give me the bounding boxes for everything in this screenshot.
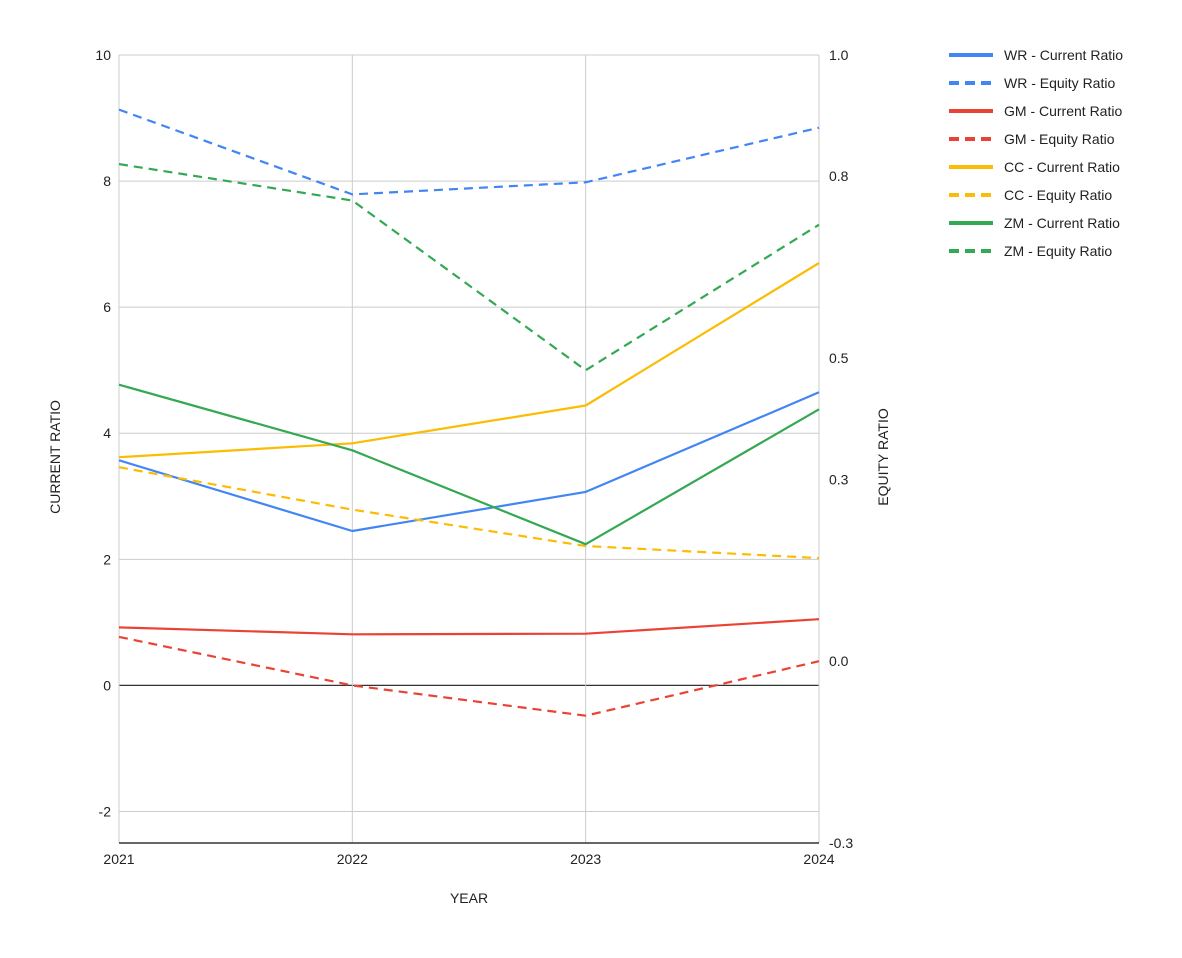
y-right-tick-label: 0.3	[829, 471, 849, 487]
y-left-tick-label: 4	[103, 425, 111, 441]
legend-label-cc-current-ratio: CC - Current Ratio	[1004, 159, 1120, 175]
y-left-tick-label: 10	[95, 47, 111, 63]
x-tick-label: 2022	[337, 851, 368, 867]
series-line-zm-equity-ratio	[118, 163, 820, 372]
legend-label-zm-equity-ratio: ZM - Equity Ratio	[1004, 243, 1112, 259]
y-right-tick-label: 1.0	[829, 47, 849, 63]
series-line-zm-current-ratio	[118, 383, 820, 546]
legend-label-cc-equity-ratio: CC - Equity Ratio	[1004, 187, 1112, 203]
series-lines	[118, 108, 820, 717]
axes: -2 0 2 4 6 8 10 2021 2022 2023 2024-0.3 0.0 0.3 0.5 0.…	[95, 47, 853, 867]
series-line-wr-equity-ratio	[118, 108, 820, 196]
x-axis-title: YEAR	[450, 890, 488, 906]
y-axis-right-title: EQUITY RATIO	[875, 408, 891, 506]
legend-label-gm-equity-ratio: GM - Equity Ratio	[1004, 131, 1115, 147]
legend-label-zm-current-ratio: ZM - Current Ratio	[1004, 215, 1120, 231]
gridlines	[118, 54, 820, 843]
y-left-tick-label: -2	[99, 803, 112, 819]
series-line-cc-current-ratio	[118, 262, 820, 459]
series-line-cc-equity-ratio	[118, 466, 820, 560]
y-left-tick-label: 6	[103, 299, 111, 315]
series-line-gm-current-ratio	[118, 618, 820, 636]
legend-label-wr-current-ratio: WR - Current Ratio	[1004, 47, 1123, 63]
y-left-tick-label: 0	[103, 677, 111, 693]
legend-label-wr-equity-ratio: WR - Equity Ratio	[1004, 75, 1115, 91]
y-left-tick-label: 8	[103, 173, 111, 189]
y-right-tick-label: 0.0	[829, 653, 849, 669]
x-tick-label: 2021	[103, 851, 134, 867]
legend: WR - Current Ratio WR - Equity Ratio GM - …	[949, 47, 1123, 259]
y-right-tick-label: 0.5	[829, 350, 849, 366]
series-line-wr-current-ratio	[118, 391, 820, 533]
series-line-gm-equity-ratio	[118, 635, 820, 717]
x-tick-label: 2024	[803, 851, 834, 867]
y-axis-left-title: CURRENT RATIO	[47, 400, 63, 514]
legend-label-gm-current-ratio: GM - Current Ratio	[1004, 103, 1122, 119]
y-right-tick-label: 0.8	[829, 168, 849, 184]
y-left-tick-label: 2	[103, 551, 111, 567]
y-right-tick-label: -0.3	[829, 835, 853, 851]
x-tick-label: 2023	[570, 851, 601, 867]
